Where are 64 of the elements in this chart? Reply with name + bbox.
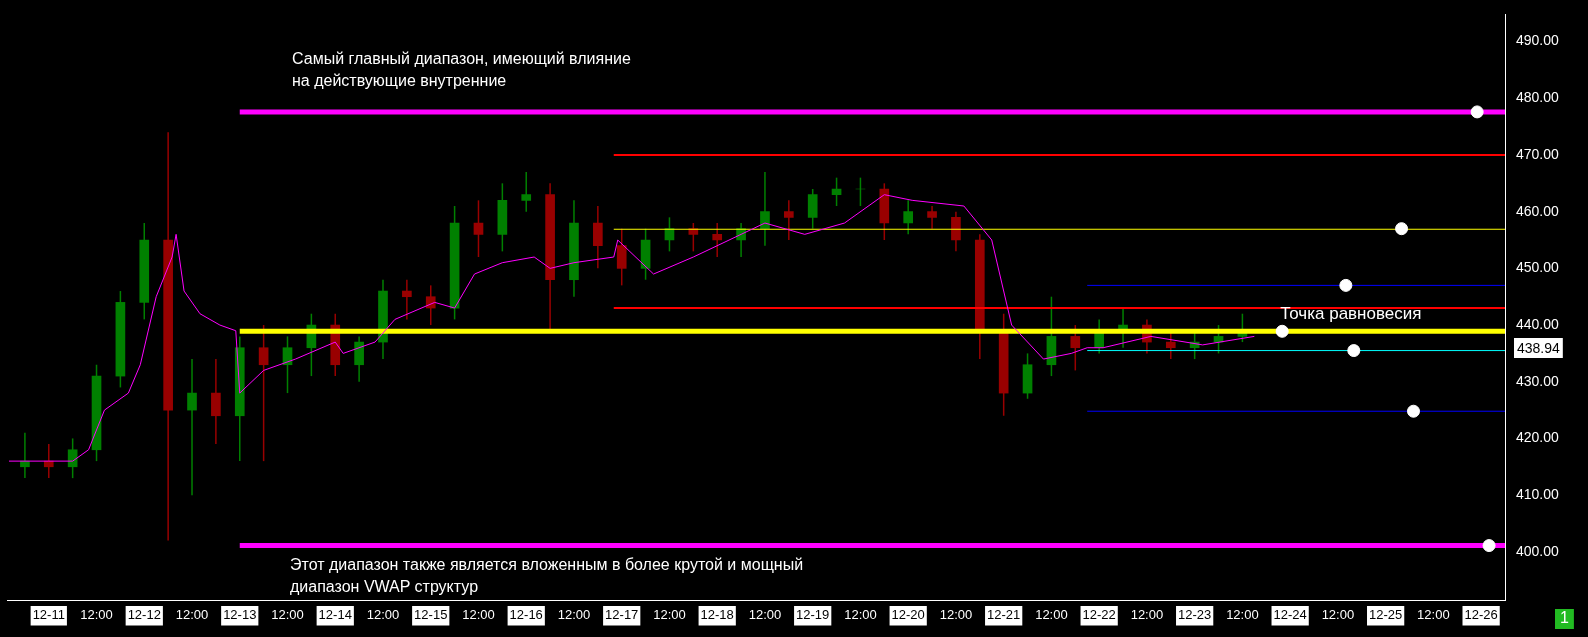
x-tick-label: 12-18 bbox=[700, 607, 734, 623]
candlestick bbox=[425, 284, 436, 326]
x-tick-label: 12-19 bbox=[796, 607, 830, 623]
candlestick bbox=[521, 171, 532, 213]
candlestick bbox=[258, 324, 269, 462]
y-tick-label: 450.00 bbox=[1516, 259, 1560, 276]
x-tick-label: 12:00 bbox=[462, 607, 495, 623]
text: 1 bbox=[1560, 609, 1569, 627]
y-tick-label: 470.00 bbox=[1516, 145, 1560, 162]
x-tick-label: 12-17 bbox=[605, 607, 639, 623]
candlestick bbox=[712, 222, 723, 258]
annotation: Этот диапазон также является вложенным в более крутой и мощный диапазон VWAP структур bbox=[290, 556, 804, 596]
candlestick bbox=[616, 227, 627, 287]
x-tick-label: 12-25 bbox=[1369, 607, 1403, 623]
x-tick-label: 12:00 bbox=[748, 607, 782, 623]
y-tick-label: 480.00 bbox=[1516, 89, 1560, 106]
x-tick-label: 12:00 bbox=[557, 607, 591, 623]
x-tick-label: 12:00 bbox=[844, 607, 877, 623]
candlestick bbox=[784, 199, 794, 241]
x-tick-label: 12:00 bbox=[653, 607, 686, 623]
candlestick bbox=[807, 188, 818, 230]
y-tick-label: 400.00 bbox=[1516, 542, 1560, 559]
x-tick-label: 12:00 bbox=[175, 607, 209, 623]
x-tick-label: 12:00 bbox=[1321, 607, 1355, 623]
candlestick bbox=[927, 205, 937, 230]
x-tick-label: 12:00 bbox=[1130, 607, 1164, 623]
x-tick-label: 12-22 bbox=[1082, 607, 1116, 623]
candlestick bbox=[951, 210, 961, 253]
y-tick-label: 460.00 bbox=[1516, 202, 1560, 219]
candlestick bbox=[187, 358, 197, 496]
x-tick-label: 12:00 bbox=[1226, 607, 1259, 623]
x-tick-label: 12:00 bbox=[271, 607, 304, 623]
annotation: Самый главный диапазон, имеющий влияние на действующие внутренние bbox=[292, 50, 631, 90]
y-tick-label: 440.00 bbox=[1516, 315, 1560, 332]
x-tick-label: 12-20 bbox=[891, 607, 925, 623]
y-tick-label: 410.00 bbox=[1516, 485, 1560, 502]
candlestick bbox=[473, 199, 484, 258]
x-tick-label: 12-26 bbox=[1464, 607, 1498, 623]
candlestick bbox=[1070, 324, 1081, 372]
candlestick bbox=[211, 358, 221, 445]
candlestick bbox=[593, 205, 603, 270]
x-tick-label: 12:00 bbox=[1417, 607, 1450, 623]
text: 438.94 bbox=[1517, 339, 1561, 356]
y-tick-label: 420.00 bbox=[1516, 429, 1560, 446]
y-tick-label: 490.00 bbox=[1516, 32, 1560, 49]
x-tick-label: 12-11 bbox=[32, 607, 65, 623]
y-tick-label: 430.00 bbox=[1516, 372, 1560, 389]
x-tick-label: 12:00 bbox=[80, 607, 113, 623]
x-tick-label: 12-12 bbox=[127, 607, 161, 623]
candlestick bbox=[903, 199, 914, 236]
x-tick-label: 12-23 bbox=[1178, 607, 1212, 623]
x-tick-label: 12:00 bbox=[366, 607, 400, 623]
x-tick-label: 12-13 bbox=[223, 607, 257, 623]
candlestick bbox=[760, 171, 770, 247]
x-tick-label: 12-14 bbox=[318, 607, 352, 623]
candlestick bbox=[354, 335, 364, 383]
x-tick-label: 12:00 bbox=[1035, 607, 1068, 623]
x-tick-label: 12:00 bbox=[939, 607, 973, 623]
x-tick-label: 12-21 bbox=[987, 607, 1021, 623]
x-tick-label: 12-15 bbox=[414, 607, 448, 623]
x-tick-label: 12-24 bbox=[1273, 607, 1307, 623]
candlestick bbox=[402, 278, 412, 321]
annotation: Точка равновесия bbox=[1280, 304, 1422, 324]
x-tick-label: 12-16 bbox=[509, 607, 543, 623]
